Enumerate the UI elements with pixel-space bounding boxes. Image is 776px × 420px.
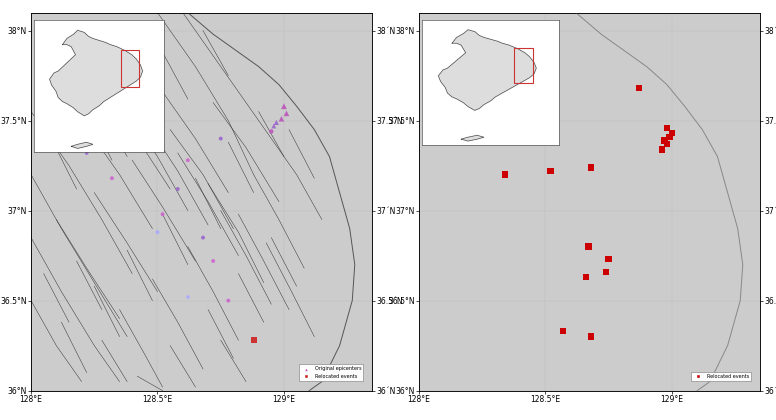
Point	[151, 229, 164, 236]
Legend: Relocated events: Relocated events	[691, 372, 751, 381]
Point	[182, 157, 194, 163]
Point	[197, 234, 210, 241]
Point	[499, 171, 511, 178]
Point	[171, 186, 184, 192]
Point	[214, 135, 227, 142]
Point	[656, 146, 668, 153]
Point	[156, 211, 168, 218]
Point	[660, 141, 673, 147]
Point	[600, 268, 612, 275]
Point	[658, 137, 670, 144]
Point	[275, 116, 288, 122]
Point	[660, 124, 673, 131]
Point	[582, 243, 594, 250]
Point	[557, 328, 570, 335]
Point	[544, 168, 556, 174]
Point	[280, 110, 293, 117]
Point	[663, 134, 676, 140]
Point	[182, 294, 194, 300]
Point	[268, 123, 280, 129]
Point	[222, 297, 234, 304]
Point	[265, 128, 278, 135]
Point	[131, 121, 144, 128]
Point	[585, 333, 598, 340]
Point	[207, 257, 220, 264]
Point	[270, 119, 282, 126]
Point	[248, 337, 260, 344]
Point	[585, 164, 598, 171]
Point	[580, 274, 592, 281]
Point	[602, 256, 615, 262]
Point	[81, 150, 93, 156]
Point	[278, 103, 290, 110]
Legend: Original epicenters, Relocated events: Original epicenters, Relocated events	[299, 364, 363, 381]
Point	[633, 85, 646, 92]
Point	[106, 175, 118, 181]
Point	[666, 130, 678, 136]
